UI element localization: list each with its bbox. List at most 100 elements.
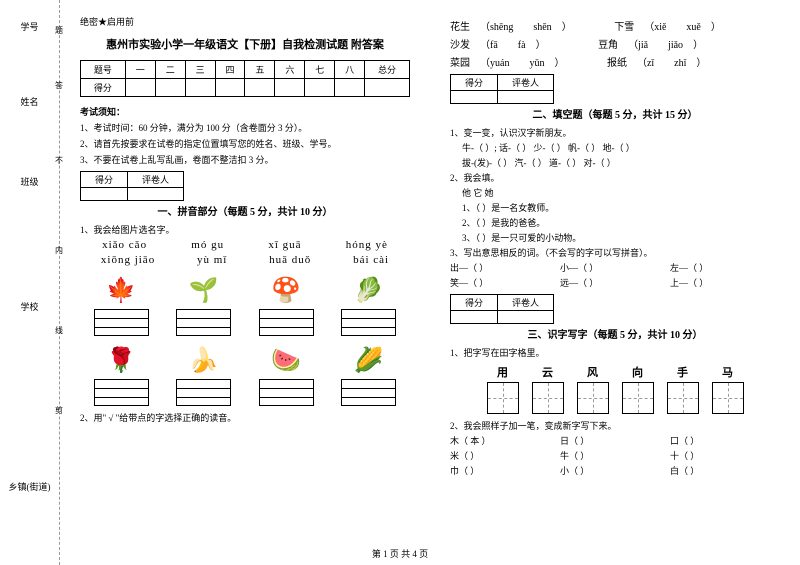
notice-line: 2、请首先按要求在试卷的指定位置填写您的姓名、班级、学号。	[80, 137, 410, 150]
opposite: 出—（ ）	[450, 261, 560, 274]
char: 向	[620, 364, 655, 380]
dash-label: 答	[55, 80, 63, 91]
writebox[interactable]	[176, 309, 231, 336]
cell: 四	[215, 61, 245, 79]
left-column: 绝密★启用前 惠州市实验小学一年级语文【下册】自我检测试题 附答案 题号 一 二…	[60, 0, 430, 565]
choice-b: zhǐ	[674, 58, 686, 69]
cell: 题号	[81, 61, 126, 79]
pinyin: xī guā	[268, 239, 301, 251]
pinyin: xiōng jiāo	[101, 254, 155, 266]
writebox[interactable]	[259, 309, 314, 336]
writebox[interactable]	[341, 379, 396, 406]
exam-page: 学号 姓名 班级 学校 乡镇(街道) 题 答 不 内 线 剪 绝密★启用前 惠州…	[0, 0, 800, 565]
score-table: 题号 一 二 三 四 五 六 七 八 总分 得分	[80, 60, 410, 97]
char-cell: 向	[620, 364, 655, 414]
char: 云	[530, 364, 565, 380]
image-row: 🌹 🍌 🍉 🌽	[80, 344, 410, 376]
cell: 评卷人	[498, 75, 554, 91]
binding-margin: 学号 姓名 班级 学校 乡镇(街道) 题 答 不 内 线 剪	[0, 0, 60, 565]
writebox-row	[80, 309, 410, 336]
char: 手	[665, 364, 700, 380]
tianzige[interactable]	[532, 382, 564, 414]
page-footer: 第 1 页 共 4 页	[0, 547, 800, 560]
choice-a: jiǎ	[638, 40, 648, 51]
question-text: 1、把字写在田字格里。	[450, 346, 780, 359]
exam-title: 惠州市实验小学一年级语文【下册】自我检测试题 附答案	[80, 36, 410, 52]
cell[interactable]	[155, 79, 185, 97]
cell[interactable]	[125, 79, 155, 97]
choice-a: xiě	[654, 22, 666, 33]
stroke: 白（ ）	[670, 464, 780, 477]
tianzige[interactable]	[577, 382, 609, 414]
stroke: 牛（ ）	[560, 449, 670, 462]
cell[interactable]	[275, 79, 305, 97]
choice-a: fā	[490, 40, 498, 51]
pinyin-row: xiōng jiāo yù mǐ huā duǒ bái cài	[80, 254, 410, 266]
cell[interactable]	[451, 311, 498, 324]
choice-word: 豆角	[598, 40, 618, 51]
watermelon-icon: 🍉	[270, 344, 302, 376]
char: 马	[710, 364, 745, 380]
writebox[interactable]	[341, 309, 396, 336]
right-column: 花生（shēng shēn） 下雪（xiě xuě） 沙发（fā fà） 豆角（…	[430, 0, 800, 565]
cell: 评卷人	[128, 172, 184, 188]
tianzige[interactable]	[667, 382, 699, 414]
cell: 三	[185, 61, 215, 79]
fill-line: 牛-（ ）; 话-（ ） 少-（ ） 帆-（ ） 地-（ ）	[462, 141, 780, 154]
cell: 评卷人	[498, 295, 554, 311]
cell[interactable]	[305, 79, 335, 97]
choice-word: 沙发	[450, 40, 470, 51]
writebox[interactable]	[94, 379, 149, 406]
flower-icon: 🌹	[105, 344, 137, 376]
opposite: 小—（ ）	[560, 261, 670, 274]
opposite: 左—（ ）	[670, 261, 780, 274]
opposite: 上—（ ）	[670, 276, 780, 289]
writebox[interactable]	[259, 379, 314, 406]
question-text: 2、我会填。	[450, 171, 780, 184]
cell[interactable]	[365, 79, 410, 97]
cell[interactable]	[128, 188, 184, 201]
tianzige[interactable]	[487, 382, 519, 414]
opposite: 笑—（ ）	[450, 276, 560, 289]
stroke: 日（ ）	[560, 434, 670, 447]
cell: 二	[155, 61, 185, 79]
notice-block: 考试须知： 1、考试时间：60 分钟，满分为 100 分（含卷面分 3 分）。 …	[80, 105, 410, 166]
writebox[interactable]	[94, 309, 149, 336]
stroke-row: 木（ 本 ） 日（ ） 口（ ）	[450, 434, 780, 447]
cell[interactable]	[498, 91, 554, 104]
question-text: 3、写出意思相反的词。（不会写的字可以写拼音）。	[450, 246, 780, 259]
cell: 八	[335, 61, 365, 79]
cell[interactable]	[185, 79, 215, 97]
choice-word: 下雪	[614, 22, 634, 33]
fill-line: 3、（ ）是一只可爱的小动物。	[462, 231, 780, 244]
cell[interactable]	[498, 311, 554, 324]
cell: 一	[125, 61, 155, 79]
tianzige[interactable]	[712, 382, 744, 414]
section3-title: 三、识字写字（每题 5 分，共计 10 分）	[450, 326, 780, 341]
table-row: 题号 一 二 三 四 五 六 七 八 总分	[81, 61, 410, 79]
cell[interactable]	[215, 79, 245, 97]
dash-label: 剪	[55, 405, 63, 416]
cell: 得分	[81, 79, 126, 97]
cell[interactable]	[81, 188, 128, 201]
opposite-row: 出—（ ） 小—（ ） 左—（ ）	[450, 261, 780, 274]
choice-a: yuán	[490, 58, 509, 69]
choice-b: jiǎo	[668, 40, 683, 51]
grader-table: 得分评卷人	[80, 171, 184, 201]
cell[interactable]	[335, 79, 365, 97]
stroke: 巾（ ）	[450, 464, 560, 477]
notice-line: 1、考试时间：60 分钟，满分为 100 分（含卷面分 3 分）。	[80, 121, 410, 134]
pinyin: huā duǒ	[269, 254, 311, 266]
cell[interactable]	[245, 79, 275, 97]
char: 风	[575, 364, 610, 380]
question-text: 1、变一变，认识汉字新朋友。	[450, 126, 780, 139]
cell[interactable]	[451, 91, 498, 104]
fill-line: 1、（ ）是一名女教师。	[462, 201, 780, 214]
writebox[interactable]	[176, 379, 231, 406]
choice-a: shēng	[490, 22, 513, 33]
tianzige[interactable]	[622, 382, 654, 414]
cell: 五	[245, 61, 275, 79]
choice-word: 报纸	[607, 58, 627, 69]
cell: 总分	[365, 61, 410, 79]
pinyin-row: xiǎo cǎo mó gu xī guā hóng yè	[80, 239, 410, 251]
